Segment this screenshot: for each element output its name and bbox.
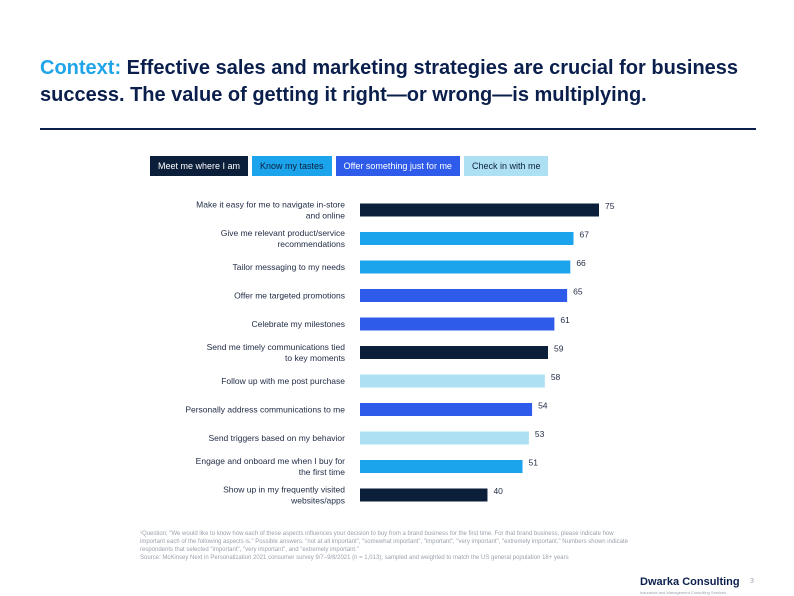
title-text: Effective sales and marketing strategies… xyxy=(40,57,739,106)
category-label: Personally address communications to me xyxy=(185,405,345,415)
bar xyxy=(360,431,529,445)
value-label: 54 xyxy=(538,401,548,411)
value-label: 59 xyxy=(554,344,564,354)
category-label: Tailor messaging to my needs xyxy=(233,262,345,272)
footnote-source: Source: McKinsey Next in Personalization… xyxy=(140,555,569,561)
value-label: 51 xyxy=(529,458,539,468)
bar xyxy=(360,317,555,331)
category-label: Show up in my frequently visited websites… xyxy=(223,485,345,506)
bar xyxy=(360,289,568,302)
bar-chart: 75 Make it easy for me to navigate in-sto… xyxy=(185,200,615,506)
footnote: ¹Question: "We would like to know how ea… xyxy=(140,530,640,562)
category-label: Send me timely communications tied to key… xyxy=(207,342,346,363)
title-divider xyxy=(40,128,756,130)
category-label: Send triggers based on my behavior xyxy=(208,433,345,443)
bar xyxy=(360,374,545,388)
bar xyxy=(360,203,599,217)
category-label: Offer me targeted promotions xyxy=(234,291,345,301)
bar xyxy=(360,232,574,245)
value-label: 40 xyxy=(493,486,503,496)
brand-tagline: Insurance and Management Consulting Serv… xyxy=(640,590,727,595)
page-number: 3 xyxy=(750,578,754,585)
bar xyxy=(360,488,488,502)
footnote-question: ¹Question: "We would like to know how ea… xyxy=(140,531,628,553)
category-label: Follow up with me post purchase xyxy=(221,376,345,386)
title-accent: Context: xyxy=(40,57,122,79)
value-label: 66 xyxy=(576,258,586,268)
value-label: 67 xyxy=(580,230,590,240)
value-label: 61 xyxy=(560,315,570,325)
bar xyxy=(360,403,533,416)
legend-item-offer-something: Offer something just for me xyxy=(335,156,460,176)
category-label: Celebrate my milestones xyxy=(251,319,345,329)
value-label: 53 xyxy=(535,429,545,439)
value-label: 58 xyxy=(551,372,561,382)
bar xyxy=(360,460,523,473)
brand-logo: Dwarka Consulting xyxy=(640,576,740,588)
value-label: 75 xyxy=(605,201,615,211)
legend-item-meet-me: Meet me where I am xyxy=(150,156,249,176)
legend-item-check-in: Check in with me xyxy=(463,156,549,176)
chart-legend: Meet me where I am Know my tastes Offer … xyxy=(150,156,549,176)
page-title: Context: Effective sales and marketing s… xyxy=(40,55,760,109)
category-label: Engage and onboard me when I buy for the … xyxy=(196,456,346,477)
bar xyxy=(360,260,571,274)
category-label: Give me relevant product/service recommen… xyxy=(221,228,346,249)
category-label: Make it easy for me to navigate in-store… xyxy=(196,200,345,221)
bar xyxy=(360,346,549,359)
value-label: 65 xyxy=(573,287,583,297)
legend-item-know-tastes: Know my tastes xyxy=(252,156,332,176)
